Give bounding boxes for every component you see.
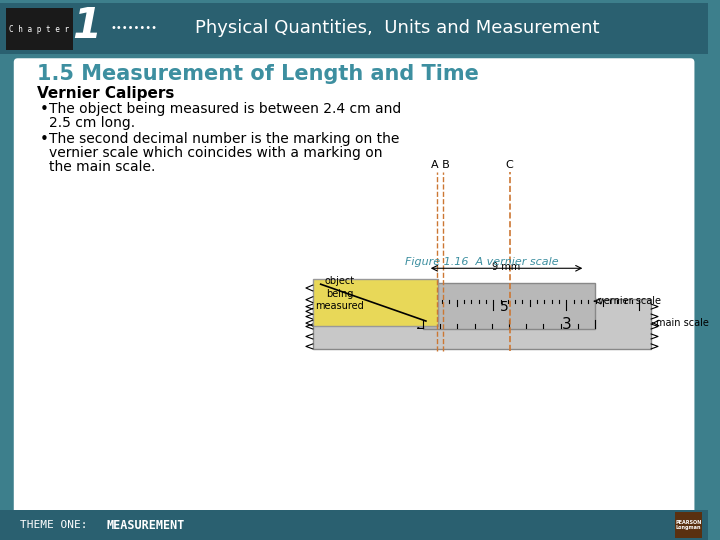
Text: C h a p t e r: C h a p t e r <box>9 25 69 34</box>
Text: 1: 1 <box>72 5 101 48</box>
Text: 9 mm: 9 mm <box>492 262 521 272</box>
Text: vernier scale: vernier scale <box>598 296 661 306</box>
Text: object
being
measured: object being measured <box>315 276 364 311</box>
Text: A B: A B <box>431 160 450 170</box>
FancyBboxPatch shape <box>0 3 708 55</box>
Text: 3: 3 <box>562 316 571 332</box>
Text: The second decimal number is the marking on the: The second decimal number is the marking… <box>49 132 400 146</box>
Text: 5: 5 <box>500 300 508 314</box>
FancyBboxPatch shape <box>423 283 595 329</box>
FancyBboxPatch shape <box>312 299 651 349</box>
Text: PEARSON
Longman: PEARSON Longman <box>675 519 702 530</box>
Text: MEASUREMENT: MEASUREMENT <box>107 518 184 531</box>
Text: Vernier Calipers: Vernier Calipers <box>37 86 175 101</box>
Text: vernier scale which coincides with a marking on: vernier scale which coincides with a mar… <box>49 146 383 160</box>
Text: The object being measured is between 2.4 cm and: The object being measured is between 2.4… <box>49 102 402 116</box>
FancyBboxPatch shape <box>6 9 73 50</box>
Text: THEME ONE:: THEME ONE: <box>19 520 87 530</box>
Text: the main scale.: the main scale. <box>49 160 156 174</box>
FancyBboxPatch shape <box>675 512 702 538</box>
Text: •: • <box>40 132 48 147</box>
Text: 2: 2 <box>415 316 425 332</box>
Text: •: • <box>40 102 48 117</box>
Text: Physical Quantities,  Units and Measurement: Physical Quantities, Units and Measureme… <box>194 19 599 37</box>
Text: Figure 1.16  A vernier scale: Figure 1.16 A vernier scale <box>405 258 559 267</box>
Text: C: C <box>505 160 513 170</box>
Text: 1.5 Measurement of Length and Time: 1.5 Measurement of Length and Time <box>37 64 480 84</box>
Text: 2.5 cm long.: 2.5 cm long. <box>49 116 135 130</box>
Text: main scale: main scale <box>656 318 709 328</box>
FancyBboxPatch shape <box>14 58 694 514</box>
Text: ••••••••: •••••••• <box>110 23 157 33</box>
FancyBboxPatch shape <box>0 510 708 540</box>
FancyBboxPatch shape <box>312 279 438 326</box>
